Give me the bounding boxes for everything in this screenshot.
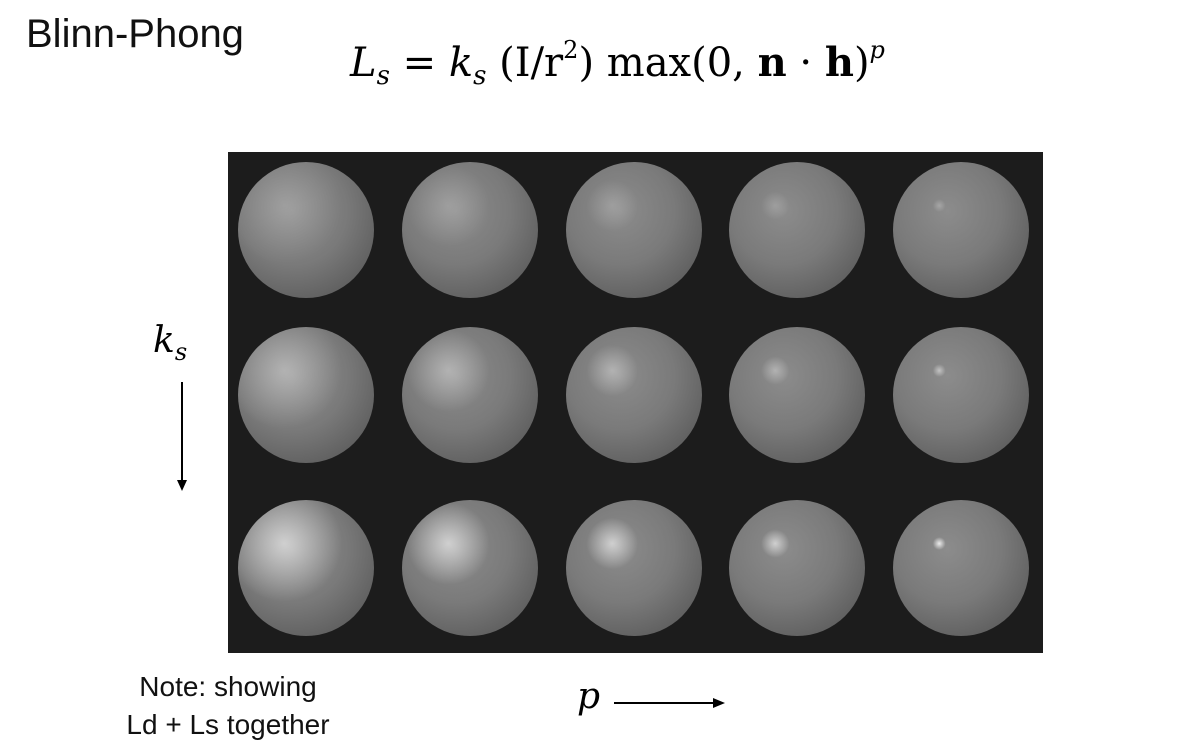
blinn-phong-formula: Ls = ks (I/r2) max(0, n · h)p (350, 36, 885, 91)
formula-max: ) max(0, (578, 40, 758, 86)
sphere (402, 327, 538, 463)
note-text: Note: showing Ld + Ls together (100, 668, 356, 744)
sphere (893, 500, 1029, 636)
note-line-1: Note: showing (139, 671, 317, 702)
p-arrow-head-icon (713, 698, 725, 708)
ks-axis-label: ks (153, 320, 187, 366)
sphere (566, 327, 702, 463)
sphere (402, 500, 538, 636)
formula-term1: (I/r (486, 40, 564, 86)
sphere (566, 162, 702, 298)
sphere (893, 327, 1029, 463)
formula-close: ) (853, 40, 870, 86)
formula-lhs: L (350, 40, 377, 86)
formula-k: k (448, 40, 474, 86)
sphere (566, 500, 702, 636)
sphere (893, 162, 1029, 298)
p-axis-label: p (577, 676, 601, 717)
formula-h: h (824, 39, 854, 86)
p-arrow-line (614, 702, 714, 704)
formula-exp: p (869, 36, 885, 64)
ks-main: k (153, 320, 175, 361)
sphere (729, 327, 865, 463)
sphere (238, 327, 374, 463)
formula-k-sub: s (473, 61, 487, 91)
formula-dot: · (786, 40, 825, 86)
ks-arrow-line (181, 382, 183, 482)
sphere (238, 500, 374, 636)
ks-sub: s (174, 338, 188, 366)
note-line-2: Ld + Ls together (126, 709, 330, 740)
slide-title: Blinn-Phong (26, 12, 244, 56)
sphere (402, 162, 538, 298)
formula-term1-sup: 2 (563, 36, 579, 64)
sphere (729, 500, 865, 636)
formula-n: n (757, 39, 787, 86)
ks-arrow-head-icon (177, 480, 187, 491)
sphere-grid-image (228, 152, 1043, 653)
formula-eq: = (389, 40, 449, 86)
sphere (238, 162, 374, 298)
formula-lhs-sub: s (376, 61, 390, 91)
sphere (729, 162, 865, 298)
